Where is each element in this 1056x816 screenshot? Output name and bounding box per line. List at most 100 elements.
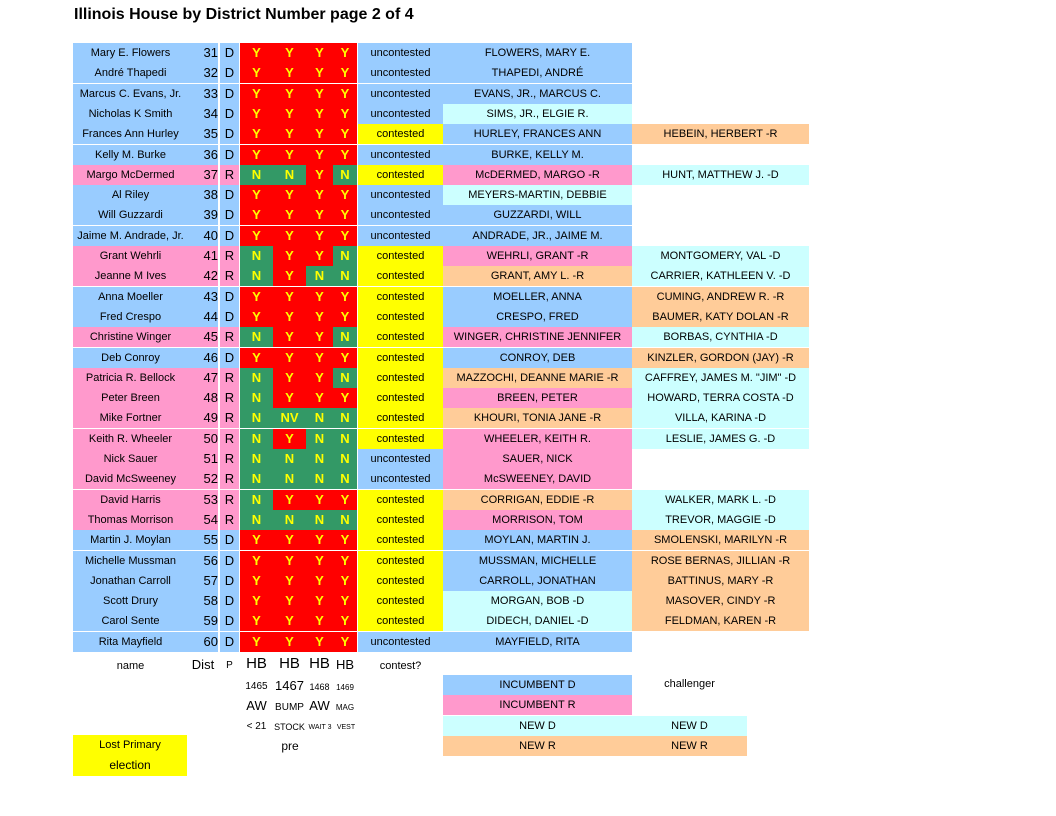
district-number: 33 [188,83,218,104]
district-number: 55 [188,530,218,551]
challenger-name: MONTGOMERY, VAL -D [632,246,809,266]
footer-bill-2: 1467 [275,678,304,693]
incumbent-name: CORRIGAN, EDDIE -R [443,489,632,510]
legend-lost-primary-line1: Lost Primary [99,739,161,751]
vote-hb-4: Y [333,631,357,652]
rep-name: Peter Breen [73,388,188,409]
vote-hb-3: Y [306,246,333,266]
footer-desc1-1: AW [246,698,267,713]
vote-hb-2: Y [273,306,306,327]
vote-hb-3: Y [306,489,333,510]
challenger-name: HUNT, MATTHEW J. -D [632,164,809,185]
incumbent-name: WEHRLI, GRANT -R [443,246,632,266]
challenger-name: BORBAS, CYNTHIA -D [632,327,809,348]
vote-hb-4: N [333,469,357,490]
challenger-name: TREVOR, MAGGIE -D [632,509,809,530]
vote-hb-2: N [273,164,306,185]
vote-hb-3: Y [306,530,333,551]
vote-hb-4: Y [333,591,357,612]
vote-hb-1: Y [240,611,273,632]
party: R [220,428,239,449]
legend-new-d-right: NEW D [632,716,747,736]
incumbent-name: GRANT, AMY L. -R [443,266,632,287]
rep-name: Christine Winger [73,327,188,348]
footer-hb-3: HB [309,655,330,672]
district-number: 48 [188,388,218,409]
footer-bill-3: 1468 [309,682,330,692]
vote-hb-2: Y [273,63,306,84]
vote-hb-3: Y [306,550,333,571]
footer-bill-1: 1465 [245,681,268,692]
contest-status: contested [358,550,443,571]
vote-hb-4: N [333,246,357,266]
incumbent-name: THAPEDI, ANDRÉ [443,63,632,84]
party: D [220,550,239,571]
incumbent-name: SAUER, NICK [443,449,632,469]
vote-hb-2: Y [273,225,306,246]
legend-incumbent-r: INCUMBENT R [443,695,632,715]
district-number: 52 [188,469,218,490]
contest-status: contested [358,509,443,530]
party: D [220,306,239,327]
vote-hb-2: Y [273,266,306,287]
rep-name: Jaime M. Andrade, Jr. [73,225,188,246]
incumbent-name: MORRISON, TOM [443,509,632,530]
district-number: 47 [188,367,218,388]
party: D [220,185,239,206]
party: D [220,144,239,165]
vote-hb-2: Y [273,550,306,571]
party: D [220,570,239,591]
contest-status: contested [358,306,443,327]
vote-hb-4: Y [333,388,357,409]
vote-hb-1: Y [240,103,273,124]
party: D [220,611,239,632]
vote-hb-3: Y [306,611,333,632]
incumbent-name: ANDRADE, JR., JAIME M. [443,225,632,246]
party: D [220,347,239,368]
vote-hb-3: Y [306,631,333,652]
challenger-name: BATTINUS, MARY -R [632,570,809,591]
party: R [220,266,239,287]
challenger-name: WALKER, MARK L. -D [632,489,809,510]
vote-hb-1: Y [240,205,273,226]
vote-hb-3: Y [306,164,333,185]
contest-status: contested [358,570,443,591]
incumbent-name: MAYFIELD, RITA [443,631,632,652]
footer-challenger-label: challenger [664,678,715,690]
vote-hb-1: N [240,367,273,388]
district-number: 60 [188,631,218,652]
vote-hb-2: Y [273,286,306,307]
party: R [220,164,239,185]
vote-hb-2: Y [273,144,306,165]
district-number: 51 [188,449,218,469]
vote-hb-2: Y [273,388,306,409]
footer-pre-label: pre [281,739,299,753]
footer-hb-2: HB [279,655,300,672]
vote-hb-2: Y [273,367,306,388]
contest-status: uncontested [358,185,443,206]
rep-name: Scott Drury [73,591,188,612]
vote-hb-3: Y [306,63,333,84]
vote-hb-4: Y [333,306,357,327]
challenger-name: LESLIE, JAMES G. -D [632,428,809,449]
vote-hb-4: Y [333,550,357,571]
party: R [220,367,239,388]
district-number: 31 [188,43,218,63]
incumbent-name: FLOWERS, MARY E. [443,43,632,63]
incumbent-name: MORGAN, BOB -D [443,591,632,612]
vote-hb-4: Y [333,63,357,84]
vote-hb-4: Y [333,611,357,632]
footer-desc2-4: VEST [336,724,356,731]
vote-hb-4: N [333,327,357,348]
district-number: 44 [188,306,218,327]
